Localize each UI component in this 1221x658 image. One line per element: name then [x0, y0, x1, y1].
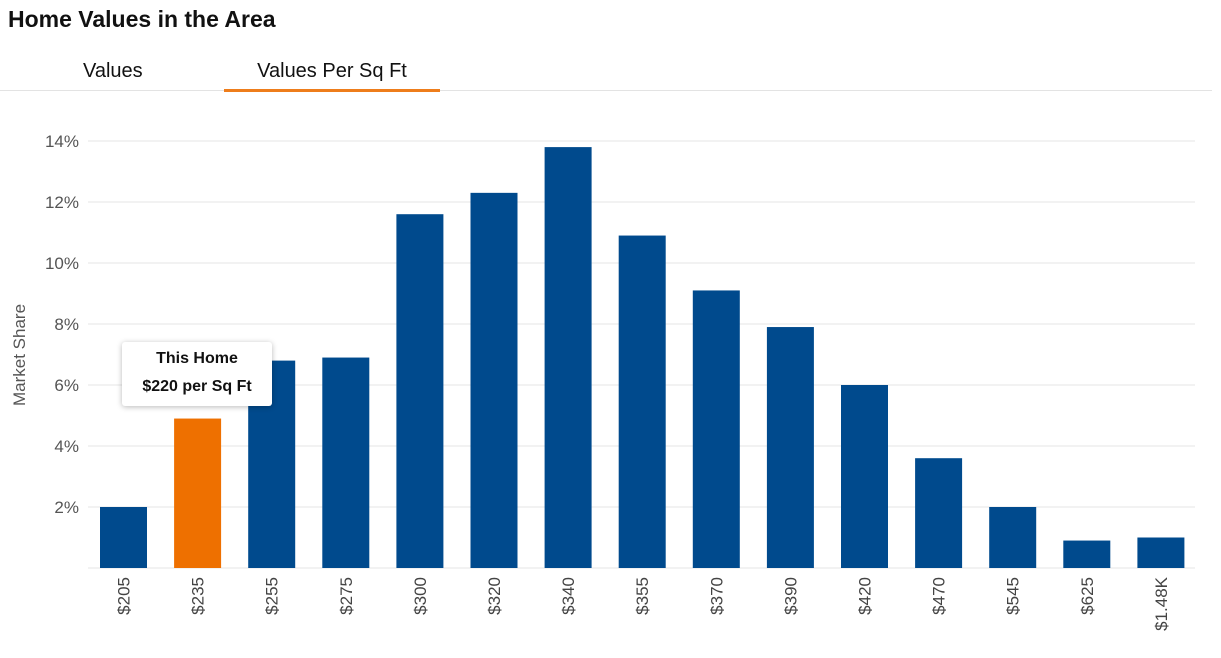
bar[interactable] [396, 214, 444, 568]
tab-values-per-sq-ft[interactable]: Values Per Sq Ft [224, 60, 440, 92]
bar[interactable] [841, 385, 888, 568]
y-axis-label: Market Share [10, 304, 29, 406]
tab-bar: Values Values Per Sq Ft [0, 56, 1212, 92]
x-tick-label: $255 [263, 577, 282, 615]
x-tick-label: $340 [559, 577, 578, 615]
bar-this-home[interactable] [174, 418, 222, 568]
x-tick-label: $355 [633, 577, 652, 615]
x-axis-ticks: $205 $235 $255 $275 $300 $320 $340 $355 $370 $390… [115, 576, 1171, 631]
bar[interactable] [766, 327, 814, 568]
y-tick-label: 10% [45, 254, 79, 273]
x-tick-label: $235 [189, 577, 208, 615]
bar[interactable] [544, 147, 592, 568]
bar[interactable] [470, 192, 518, 568]
bar[interactable] [1063, 540, 1111, 568]
x-tick-label: $1.48K [1152, 576, 1171, 631]
tooltip-title: This Home [156, 350, 238, 367]
page-title: Home Values in the Area [8, 6, 276, 32]
x-tick-label: $625 [1078, 577, 1097, 615]
bar[interactable] [322, 357, 370, 568]
bar[interactable] [989, 507, 1037, 568]
y-tick-label: 12% [45, 193, 79, 212]
x-tick-label: $390 [781, 577, 800, 615]
bar[interactable] [618, 235, 666, 569]
bar[interactable] [100, 507, 147, 568]
x-tick-label: $370 [707, 577, 726, 615]
bar[interactable] [915, 458, 963, 568]
x-tick-label: $545 [1004, 577, 1023, 615]
x-tick-label: $470 [930, 577, 949, 615]
x-tick-label: $320 [485, 577, 504, 615]
x-tick-label: $275 [337, 577, 356, 615]
x-tick-label: $205 [115, 577, 134, 615]
y-tick-label: 4% [54, 437, 79, 456]
bars [100, 147, 1185, 569]
y-tick-label: 8% [54, 315, 79, 334]
y-axis-ticks: 2% 4% 6% 8% 10% 12% 14% [45, 132, 79, 517]
market-share-bar-chart: 2%4%6%8%10%12%14% Market Share $205 $235 $… [10, 132, 1195, 631]
x-tick-label: $420 [856, 577, 875, 615]
bar[interactable] [692, 290, 740, 568]
tab-values[interactable]: Values [83, 60, 143, 82]
this-home-tooltip: This Home $220 per Sq Ft [122, 342, 272, 406]
y-tick-label: 14% [45, 132, 79, 151]
bar[interactable] [1137, 537, 1185, 569]
y-tick-label: 2% [54, 498, 79, 517]
tooltip-value: $220 per Sq Ft [142, 378, 252, 395]
x-tick-label: $300 [411, 577, 430, 615]
y-tick-label: 6% [54, 376, 79, 395]
